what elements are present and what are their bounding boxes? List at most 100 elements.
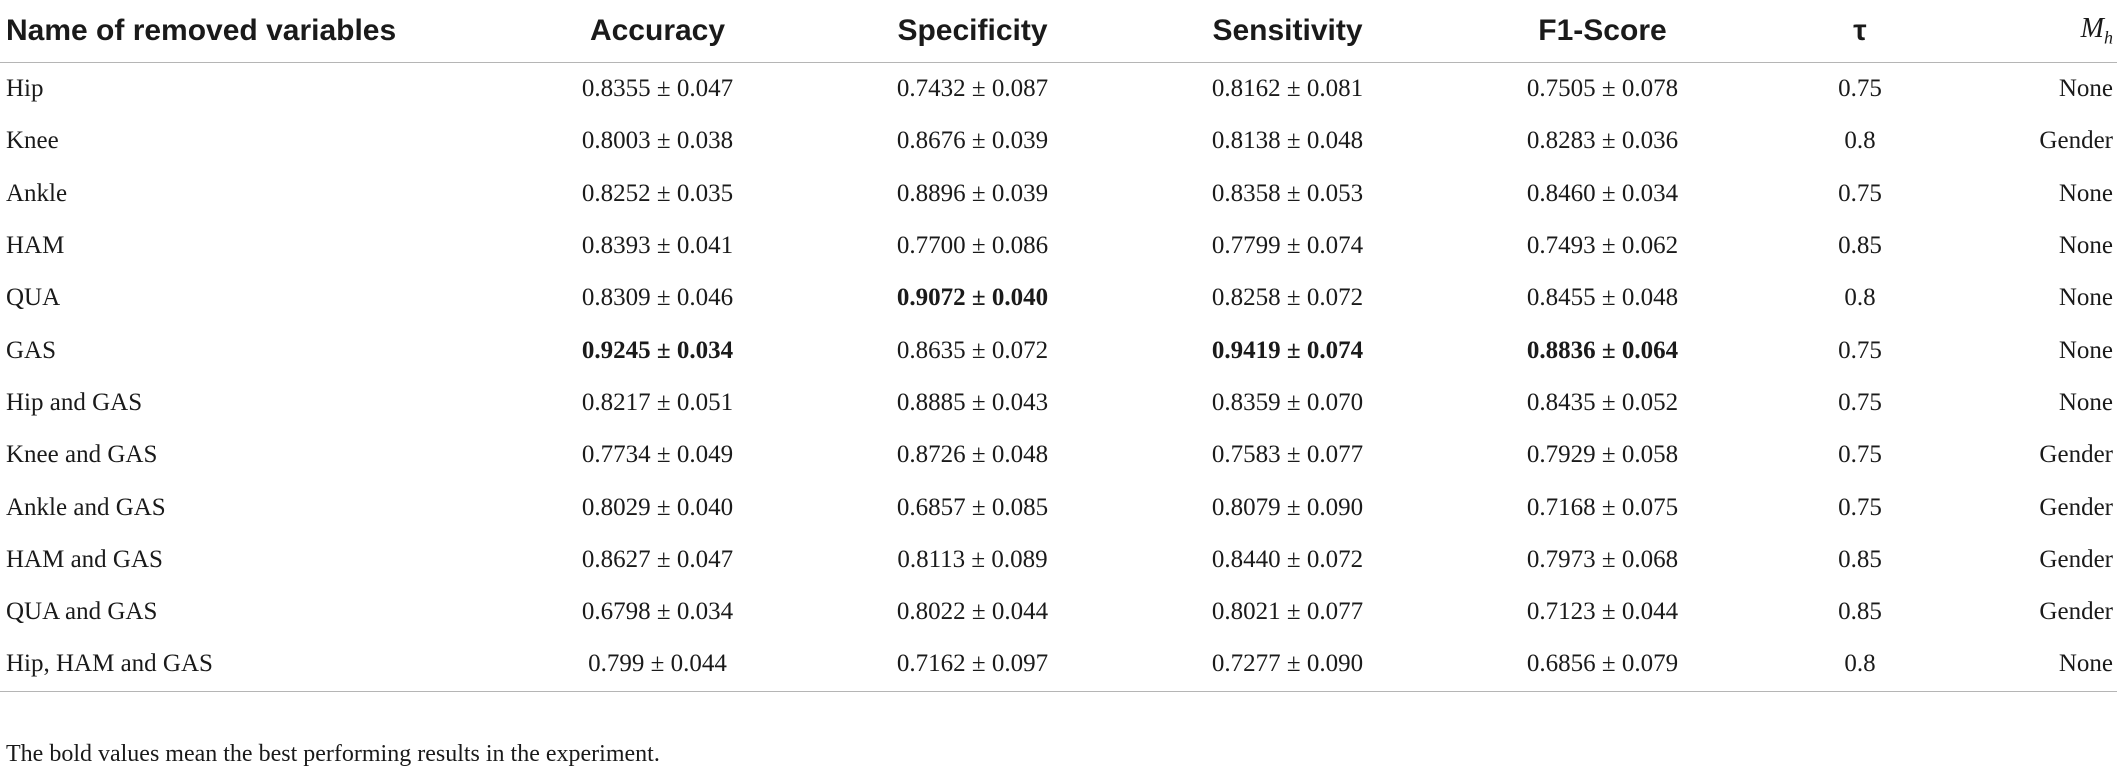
- cell-accuracy: 0.8003 ± 0.038: [581, 127, 734, 155]
- cell-f1-score: 0.8283 ± 0.036: [1526, 127, 1679, 155]
- cell-sensitivity: 0.8440 ± 0.072: [1211, 545, 1364, 573]
- table-row: Knee 0.8003 ± 0.038 0.8676 ± 0.039 0.8138 ±…: [0, 115, 2117, 167]
- cell-accuracy: 0.799 ± 0.044: [500, 638, 815, 692]
- cell-sensitivity: 0.8021 ± 0.077: [1211, 598, 1364, 626]
- cell-sensitivity: 0.7583 ± 0.077: [1211, 441, 1364, 469]
- cell-f1-score: 0.7973 ± 0.068: [1526, 545, 1679, 573]
- cell-specificity: 0.8113 ± 0.089: [897, 545, 1048, 573]
- cell-sensitivity: 0.7799 ± 0.074: [1211, 232, 1364, 260]
- header-mh-main: M: [2080, 13, 2104, 45]
- cell-mh: Gender: [2039, 127, 2113, 155]
- cell-mh: None: [2058, 336, 2113, 364]
- cell-specificity: 0.6857 ± 0.085: [896, 493, 1049, 521]
- table-row: Hip, HAM and GAS 0.799 ± 0.044 0.7162 ± 0.…: [0, 638, 2117, 692]
- cell-tau: 0.85: [1838, 598, 1882, 626]
- cell-f1-score: 0.7929 ± 0.058: [1526, 441, 1679, 469]
- cell-mh: None: [2058, 388, 2113, 416]
- header-mh: Mh: [1960, 0, 2117, 63]
- cell-sensitivity: 0.9419 ± 0.074: [1211, 336, 1364, 364]
- cell-accuracy: 0.8029 ± 0.040: [581, 493, 734, 521]
- cell-name: HAM: [6, 232, 65, 260]
- cell-name: HAM and GAS: [6, 545, 163, 573]
- cell-name: QUA: [6, 284, 61, 312]
- cell-mh: None: [2058, 284, 2113, 312]
- cell-specificity: 0.7700 ± 0.086: [896, 232, 1049, 260]
- cell-f1-score: 0.8435 ± 0.052: [1526, 388, 1679, 416]
- cell-specificity: 0.8726 ± 0.048: [896, 441, 1049, 469]
- header-f1-score: F1-Score: [1445, 0, 1760, 63]
- cell-name: QUA and GAS: [6, 598, 158, 626]
- cell-tau: 0.8: [1844, 284, 1876, 312]
- cell-sensitivity: 0.8358 ± 0.053: [1211, 179, 1364, 207]
- cell-specificity: 0.8635 ± 0.072: [896, 336, 1049, 364]
- cell-sensitivity: 0.8258 ± 0.072: [1211, 284, 1364, 312]
- header-accuracy: Accuracy: [500, 0, 815, 63]
- cell-tau: 0.75: [1838, 75, 1882, 103]
- cell-tau: 0.8: [1760, 638, 1960, 692]
- cell-name: Hip, HAM and GAS: [0, 638, 500, 692]
- header-tau: τ: [1760, 0, 1960, 63]
- cell-mh: None: [2058, 179, 2113, 207]
- cell-name: Hip: [6, 75, 44, 103]
- cell-f1-score: 0.7493 ± 0.062: [1526, 232, 1679, 260]
- table-row: Knee and GAS 0.7734 ± 0.049 0.8726 ± 0.048…: [0, 429, 2117, 481]
- cell-name: GAS: [6, 336, 57, 364]
- cell-mh: Gender: [2039, 493, 2113, 521]
- table-row: Hip 0.8355 ± 0.047 0.7432 ± 0.087 0.8162 ± …: [0, 63, 2117, 116]
- table-row: Ankle and GAS 0.8029 ± 0.040 0.6857 ± 0.08…: [0, 481, 2117, 533]
- table-row: HAM and GAS 0.8627 ± 0.047 0.8113 ± 0.089 0…: [0, 534, 2117, 586]
- cell-mh: Gender: [2039, 441, 2113, 469]
- cell-sensitivity: 0.8359 ± 0.070: [1211, 388, 1364, 416]
- cell-specificity: 0.8885 ± 0.043: [896, 388, 1049, 416]
- header-row: Name of removed variables Accuracy Speci…: [0, 0, 2117, 63]
- cell-sensitivity: 0.8162 ± 0.081: [1211, 75, 1364, 103]
- cell-mh: Gender: [2039, 545, 2113, 573]
- header-mh-sub: h: [2104, 27, 2113, 48]
- table-row: QUA 0.8309 ± 0.046 0.9072 ± 0.040 0.8258 ± …: [0, 272, 2117, 324]
- header-name: Name of removed variables: [0, 0, 500, 63]
- cell-accuracy: 0.8309 ± 0.046: [581, 284, 734, 312]
- cell-f1-score: 0.6856 ± 0.079: [1445, 638, 1760, 692]
- cell-name: Knee and GAS: [6, 441, 158, 469]
- header-specificity: Specificity: [815, 0, 1130, 63]
- cell-tau: 0.75: [1838, 336, 1882, 364]
- cell-specificity: 0.9072 ± 0.040: [896, 284, 1049, 312]
- cell-f1-score: 0.7505 ± 0.078: [1526, 75, 1679, 103]
- cell-tau: 0.75: [1838, 441, 1882, 469]
- cell-tau: 0.85: [1838, 232, 1882, 260]
- cell-specificity: 0.8676 ± 0.039: [896, 127, 1049, 155]
- cell-tau: 0.85: [1838, 545, 1882, 573]
- cell-accuracy: 0.6798 ± 0.034: [581, 598, 734, 626]
- cell-sensitivity: 0.7277 ± 0.090: [1130, 638, 1445, 692]
- cell-specificity: 0.8022 ± 0.044: [896, 598, 1049, 626]
- cell-accuracy: 0.8252 ± 0.035: [581, 179, 734, 207]
- cell-f1-score: 0.8460 ± 0.034: [1526, 179, 1679, 207]
- cell-name: Ankle and GAS: [6, 493, 166, 521]
- cell-tau: 0.75: [1838, 179, 1882, 207]
- cell-accuracy: 0.8627 ± 0.047: [581, 545, 734, 573]
- cell-sensitivity: 0.8079 ± 0.090: [1211, 493, 1364, 521]
- cell-accuracy: 0.8355 ± 0.047: [581, 75, 734, 103]
- cell-mh: None: [1960, 638, 2117, 692]
- cell-specificity: 0.7162 ± 0.097: [815, 638, 1130, 692]
- cell-f1-score: 0.8455 ± 0.048: [1526, 284, 1679, 312]
- cell-accuracy: 0.7734 ± 0.049: [581, 441, 734, 469]
- cell-name: Knee: [6, 127, 59, 155]
- cell-f1-score: 0.7168 ± 0.075: [1526, 493, 1679, 521]
- table-footnote: The bold values mean the best performing…: [6, 741, 660, 767]
- cell-tau: 0.75: [1838, 388, 1882, 416]
- cell-mh: Gender: [2039, 598, 2113, 626]
- cell-accuracy: 0.8393 ± 0.041: [581, 232, 734, 260]
- table-body: Hip 0.8355 ± 0.047 0.7432 ± 0.087 0.8162 ± …: [0, 63, 2117, 692]
- cell-f1-score: 0.8836 ± 0.064: [1526, 336, 1679, 364]
- table-row: Ankle 0.8252 ± 0.035 0.8896 ± 0.039 0.8358 …: [0, 168, 2117, 220]
- cell-mh: None: [2058, 75, 2113, 103]
- header-sensitivity: Sensitivity: [1130, 0, 1445, 63]
- cell-specificity: 0.8896 ± 0.039: [896, 179, 1049, 207]
- cell-accuracy: 0.8217 ± 0.051: [581, 388, 734, 416]
- results-table: Name of removed variables Accuracy Speci…: [0, 0, 2117, 692]
- table-row: GAS 0.9245 ± 0.034 0.8635 ± 0.072 0.9419 ± …: [0, 324, 2117, 376]
- cell-f1-score: 0.7123 ± 0.044: [1526, 598, 1679, 626]
- cell-name: Hip and GAS: [6, 388, 143, 416]
